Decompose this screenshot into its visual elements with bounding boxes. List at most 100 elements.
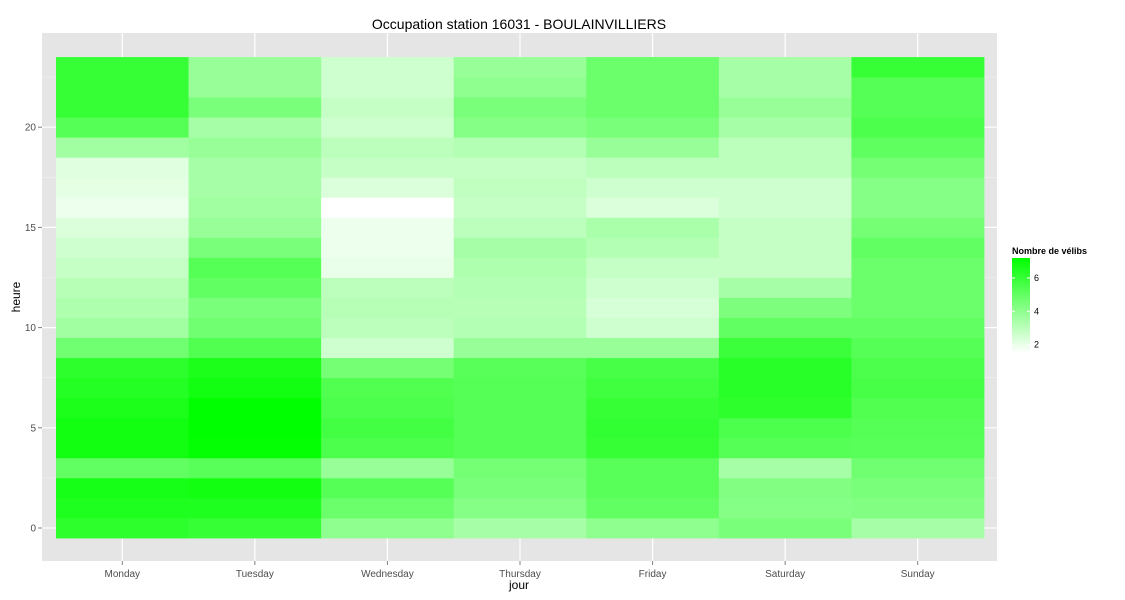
heatmap-cell xyxy=(453,377,587,399)
heatmap-cell xyxy=(718,277,852,298)
heatmap-cell xyxy=(851,217,985,238)
heatmap-cell xyxy=(586,197,720,218)
heatmap-cell xyxy=(321,297,455,318)
heatmap-cell xyxy=(56,257,189,278)
heatmap-cell xyxy=(188,417,322,439)
y-tick-label: 20 xyxy=(25,123,37,134)
heatmap-cell xyxy=(851,457,985,479)
heatmap-cell xyxy=(586,397,720,419)
heatmap-cell xyxy=(453,57,587,78)
heatmap-cell xyxy=(851,277,985,298)
heatmap-cell xyxy=(586,157,720,178)
heatmap-cell xyxy=(586,377,720,399)
heatmap-cell xyxy=(851,97,985,118)
heatmap-cell xyxy=(321,97,455,118)
heatmap-cell xyxy=(188,97,322,118)
heatmap-cell xyxy=(56,177,189,198)
heatmap-cell xyxy=(851,477,985,499)
heatmap-cell xyxy=(188,377,322,399)
heatmap-cell xyxy=(453,317,587,339)
heatmap-cell xyxy=(188,337,322,359)
heatmap-tiles xyxy=(56,57,985,539)
heatmap-cell xyxy=(56,137,189,158)
y-tick-label: 15 xyxy=(25,223,37,234)
heatmap-cell xyxy=(188,437,322,459)
heatmap-cell xyxy=(586,237,720,258)
heatmap-cell xyxy=(188,77,322,98)
heatmap-cell xyxy=(321,477,455,499)
heatmap-cell xyxy=(188,137,322,158)
heatmap-cell xyxy=(851,357,985,379)
heatmap-cell xyxy=(321,57,455,78)
heatmap-cell xyxy=(453,197,587,218)
x-tick-label: Saturday xyxy=(765,569,805,580)
heatmap-cell xyxy=(718,357,852,379)
heatmap-cell xyxy=(586,337,720,359)
heatmap-cell xyxy=(188,197,322,218)
heatmap-cell xyxy=(453,357,587,379)
heatmap-cell xyxy=(321,337,455,359)
heatmap-cell xyxy=(718,457,852,479)
heatmap-cell xyxy=(453,217,587,238)
heatmap-cell xyxy=(586,57,720,78)
heatmap-cell xyxy=(586,97,720,118)
heatmap-cell xyxy=(321,277,455,298)
heatmap-cell xyxy=(321,177,455,198)
heatmap-cell xyxy=(321,77,455,98)
heatmap-cell xyxy=(56,157,189,178)
heatmap-cell xyxy=(718,257,852,278)
heatmap-cell xyxy=(851,157,985,178)
y-axis-label: heure xyxy=(9,281,23,312)
heatmap-cell xyxy=(851,517,985,539)
heatmap-cell xyxy=(453,177,587,198)
heatmap-cell xyxy=(56,217,189,238)
heatmap-cell xyxy=(321,197,455,218)
heatmap-cell xyxy=(321,317,455,339)
heatmap-cell xyxy=(453,397,587,419)
heatmap-cell xyxy=(586,117,720,138)
heatmap-cell xyxy=(188,457,322,479)
heatmap-cell xyxy=(851,397,985,419)
heatmap-cell xyxy=(56,437,189,459)
heatmap-cell xyxy=(718,157,852,178)
heatmap-cell xyxy=(453,117,587,138)
heatmap-cell xyxy=(586,457,720,479)
heatmap-cell xyxy=(56,57,189,78)
x-tick-label: Monday xyxy=(104,569,140,580)
heatmap-cell xyxy=(586,217,720,238)
heatmap-cell xyxy=(321,237,455,258)
y-tick-label: 10 xyxy=(25,323,37,334)
heatmap-cell xyxy=(718,57,852,78)
legend: Nombre de vélibs 2 4 6 xyxy=(1012,246,1087,353)
heatmap-cell xyxy=(453,437,587,459)
heatmap-cell xyxy=(321,357,455,379)
heatmap-cell xyxy=(188,317,322,339)
heatmap-cell xyxy=(586,257,720,278)
heatmap-cell xyxy=(718,497,852,519)
heatmap-cell xyxy=(851,237,985,258)
heatmap-cell xyxy=(188,277,322,298)
x-tick-label: Tuesday xyxy=(236,569,274,580)
heatmap-cell xyxy=(718,197,852,218)
y-axis-ticks: 0 5 10 15 20 xyxy=(25,123,42,535)
heatmap-cell xyxy=(188,477,322,499)
heatmap-cell xyxy=(453,337,587,359)
heatmap-cell xyxy=(56,197,189,218)
heatmap-cell xyxy=(718,337,852,359)
heatmap-cell xyxy=(56,377,189,399)
heatmap-cell xyxy=(851,197,985,218)
heatmap-cell xyxy=(188,297,322,318)
legend-tick-label: 6 xyxy=(1034,273,1039,283)
heatmap-cell xyxy=(851,497,985,519)
heatmap-cell xyxy=(718,517,852,539)
heatmap-cell xyxy=(851,77,985,98)
heatmap-cell xyxy=(453,417,587,439)
heatmap-cell xyxy=(453,97,587,118)
heatmap-cell xyxy=(453,497,587,519)
heatmap-cell xyxy=(321,457,455,479)
heatmap-cell xyxy=(718,417,852,439)
heatmap-cell xyxy=(56,337,189,359)
heatmap-cell xyxy=(718,437,852,459)
heatmap-cell xyxy=(188,357,322,379)
x-axis-ticks: Monday Tuesday Wednesday Thursday Friday Satu… xyxy=(104,561,935,580)
